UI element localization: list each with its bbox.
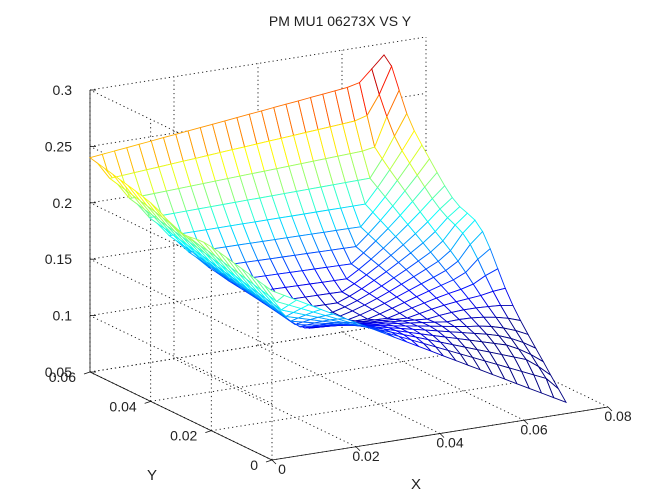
z-tick-label: 0.1 bbox=[53, 308, 73, 324]
x-tick-mark bbox=[355, 446, 361, 452]
y-tick-mark bbox=[205, 430, 212, 434]
axes-box bbox=[83, 89, 613, 465]
x-tick-mark bbox=[607, 406, 613, 412]
x-tick-label: 0.08 bbox=[604, 408, 631, 424]
floor-grid-line bbox=[257, 345, 441, 434]
x-tick-label: 0.06 bbox=[520, 421, 547, 437]
side-wall-grid-line bbox=[89, 315, 273, 405]
x-tick-label: 0.02 bbox=[352, 448, 379, 464]
floor-grid-line bbox=[341, 331, 525, 421]
y-tick-mark bbox=[265, 459, 273, 463]
y-tick-label: 0.02 bbox=[170, 428, 197, 444]
x-axis-label: X bbox=[411, 476, 421, 493]
z-tick-label: 0.05 bbox=[45, 364, 72, 380]
floor-grid-line bbox=[211, 377, 548, 432]
surface-mesh bbox=[88, 54, 567, 404]
x-tick-mark bbox=[439, 433, 445, 438]
chart-title: PM MU1 06273X VS Y bbox=[269, 13, 412, 29]
floor-grid-line bbox=[173, 358, 357, 448]
side-wall-grid-line bbox=[89, 258, 273, 348]
x-tick-mark bbox=[523, 419, 529, 425]
z-tick-label: 0.25 bbox=[45, 138, 72, 154]
y-tick-mark bbox=[144, 400, 151, 404]
surface-cell bbox=[545, 378, 567, 404]
x-tick-mark bbox=[271, 459, 277, 465]
z-tick-label: 0.2 bbox=[53, 195, 73, 211]
y-tick-label: 0.06 bbox=[49, 369, 76, 385]
y-axis-label: Y bbox=[147, 467, 157, 484]
x-tick-label: 0.04 bbox=[436, 435, 463, 451]
y-axis-line bbox=[89, 371, 273, 461]
y-tick-label: 0 bbox=[250, 457, 258, 473]
x-tick-label: 0 bbox=[278, 461, 286, 477]
tick-labels: 00.020.040.060.0800.020.040.060.050.10.1… bbox=[45, 82, 632, 477]
z-tick-label: 0.15 bbox=[45, 251, 72, 267]
z-tick-label: 0.3 bbox=[53, 82, 73, 98]
y-tick-label: 0.04 bbox=[109, 398, 136, 414]
y-tick-mark bbox=[83, 371, 91, 375]
